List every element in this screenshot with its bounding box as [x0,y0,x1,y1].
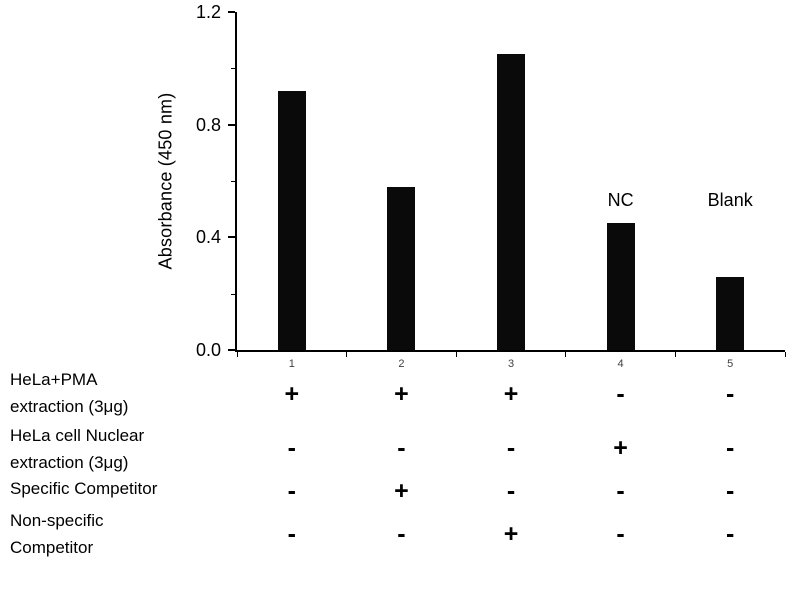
y-tick-label: 0.4 [195,227,221,248]
x-category-label: 1 [288,358,295,370]
x-tick-mark [565,352,567,357]
condition-value: - [616,477,625,505]
condition-row-label: Non-specific Competitor [10,511,104,557]
y-tick-label: 0.0 [195,340,221,360]
bar-category-1 [277,91,306,350]
condition-value: + [503,380,519,408]
x-category-label: 3 [507,358,515,370]
condition-value: - [616,380,625,408]
x-tick-mark [455,352,457,357]
condition-value: + [503,520,519,548]
condition-value: + [394,380,409,408]
x-category-label: 5 [727,358,734,370]
x-tick-mark [784,352,786,357]
bar-category-2 [387,187,416,350]
plot-area: 0.0 0.4 0.8 1.2 1 2 3 4 5 NC Blank [196,2,786,370]
y-tick-label: 0.8 [195,114,221,135]
condition-value: + [284,380,300,408]
condition-row-label: HeLa+PMA extraction (3μg) [10,370,129,416]
condition-value: - [287,477,296,505]
y-minor-tick-mark [231,293,235,295]
condition-row-label: HeLa cell Nuclear extraction (3μg) [10,426,145,472]
condition-value: + [394,477,409,505]
condition-value: - [506,477,516,505]
annotation-blank: Blank [707,190,753,210]
condition-table: HeLa+PMA extraction (3μg) + + + - - HeLa cell N… [0,350,800,600]
condition-row-label: Specific Competitor [10,479,158,498]
bar-category-5 [716,277,745,350]
y-tick-mark [228,123,235,126]
condition-value: - [616,520,625,548]
bar-category-4 [606,223,635,350]
condition-value: - [506,434,516,462]
y-minor-tick-mark [231,181,235,182]
x-tick-mark [236,352,238,357]
y-axis-title: Absorbance (450 nm) [155,92,176,270]
annotation-nc: NC [607,190,634,210]
y-tick-mark [228,236,235,239]
x-tick-mark [346,352,348,357]
condition-value: - [287,520,296,548]
x-category-label: 2 [398,358,405,370]
x-category-label: 4 [617,358,624,370]
condition-value: - [726,520,735,548]
condition-value: + [613,434,628,462]
y-tick-mark [228,349,235,351]
bar-category-3 [497,54,525,350]
y-minor-tick-mark [231,68,235,70]
y-tick-mark [228,11,235,13]
condition-value: - [397,520,406,548]
condition-value: - [726,380,735,408]
condition-value: - [726,434,735,462]
y-tick-label: 1.2 [195,2,221,22]
condition-value: - [726,477,735,505]
condition-value: - [397,434,406,462]
condition-value: - [287,434,296,462]
x-tick-mark [674,352,676,357]
